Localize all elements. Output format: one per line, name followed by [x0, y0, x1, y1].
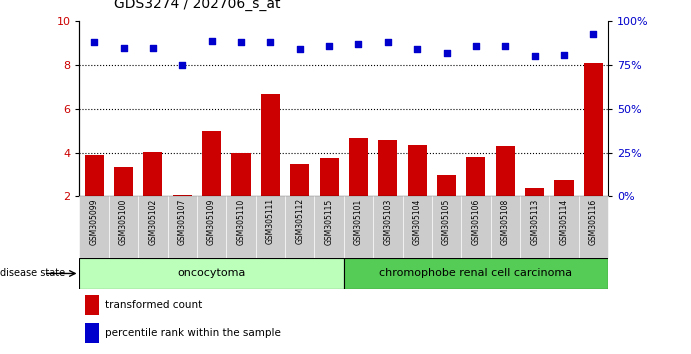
- Bar: [408, 145, 427, 196]
- Bar: [85, 323, 100, 343]
- Point: [177, 62, 188, 68]
- Point: [500, 43, 511, 48]
- Bar: [432, 196, 462, 258]
- Bar: [84, 155, 104, 196]
- Point: [323, 43, 334, 48]
- Bar: [290, 164, 310, 196]
- Bar: [173, 195, 192, 196]
- Bar: [466, 157, 486, 196]
- Text: GSM305103: GSM305103: [384, 198, 392, 245]
- Text: percentile rank within the sample: percentile rank within the sample: [104, 328, 281, 338]
- Text: GDS3274 / 202706_s_at: GDS3274 / 202706_s_at: [114, 0, 281, 11]
- Bar: [256, 196, 285, 258]
- Point: [529, 53, 540, 59]
- Bar: [319, 158, 339, 196]
- Bar: [378, 139, 397, 196]
- Text: disease state: disease state: [0, 268, 65, 279]
- Bar: [349, 138, 368, 196]
- Text: GSM305099: GSM305099: [90, 198, 99, 245]
- Text: GSM305108: GSM305108: [501, 198, 510, 245]
- Text: chromophobe renal cell carcinoma: chromophobe renal cell carcinoma: [379, 268, 572, 279]
- Bar: [373, 196, 402, 258]
- Text: GSM305112: GSM305112: [295, 198, 304, 245]
- Text: GSM305109: GSM305109: [207, 198, 216, 245]
- Point: [147, 45, 158, 50]
- Bar: [285, 196, 314, 258]
- Bar: [197, 196, 227, 258]
- Bar: [495, 146, 515, 196]
- Bar: [79, 196, 109, 258]
- Text: GSM305104: GSM305104: [413, 198, 422, 245]
- Bar: [491, 196, 520, 258]
- Text: GSM305114: GSM305114: [560, 198, 569, 245]
- Bar: [402, 196, 432, 258]
- Bar: [79, 258, 344, 289]
- Bar: [167, 196, 197, 258]
- Point: [294, 46, 305, 52]
- Point: [558, 52, 569, 57]
- Text: GSM305116: GSM305116: [589, 198, 598, 245]
- Point: [88, 39, 100, 45]
- Text: GSM305105: GSM305105: [442, 198, 451, 245]
- Bar: [520, 196, 549, 258]
- Point: [382, 39, 393, 45]
- Bar: [584, 63, 603, 196]
- Text: GSM305115: GSM305115: [325, 198, 334, 245]
- Point: [441, 50, 452, 56]
- Bar: [578, 196, 608, 258]
- Bar: [85, 295, 100, 315]
- Text: GSM305110: GSM305110: [236, 198, 245, 245]
- Bar: [344, 196, 373, 258]
- Point: [412, 46, 423, 52]
- Text: transformed count: transformed count: [104, 299, 202, 310]
- Bar: [554, 180, 574, 196]
- Bar: [202, 131, 221, 196]
- Point: [118, 45, 129, 50]
- Point: [206, 38, 217, 43]
- Bar: [314, 196, 343, 258]
- Text: GSM305107: GSM305107: [178, 198, 187, 245]
- Bar: [109, 196, 138, 258]
- Bar: [462, 196, 491, 258]
- Point: [236, 39, 247, 45]
- Bar: [231, 153, 251, 196]
- Text: GSM305113: GSM305113: [530, 198, 539, 245]
- Text: oncocytoma: oncocytoma: [178, 268, 246, 279]
- Point: [588, 31, 599, 36]
- Bar: [143, 152, 162, 196]
- Bar: [549, 196, 578, 258]
- Bar: [344, 258, 608, 289]
- Text: GSM305106: GSM305106: [471, 198, 480, 245]
- Text: GSM305101: GSM305101: [354, 198, 363, 245]
- Bar: [261, 93, 280, 196]
- Bar: [437, 175, 456, 196]
- Text: GSM305102: GSM305102: [149, 198, 158, 245]
- Bar: [138, 196, 167, 258]
- Point: [265, 39, 276, 45]
- Point: [471, 43, 482, 48]
- Point: [353, 41, 364, 47]
- Bar: [525, 188, 545, 196]
- Text: GSM305100: GSM305100: [119, 198, 128, 245]
- Text: GSM305111: GSM305111: [266, 198, 275, 245]
- Bar: [227, 196, 256, 258]
- Bar: [114, 167, 133, 196]
